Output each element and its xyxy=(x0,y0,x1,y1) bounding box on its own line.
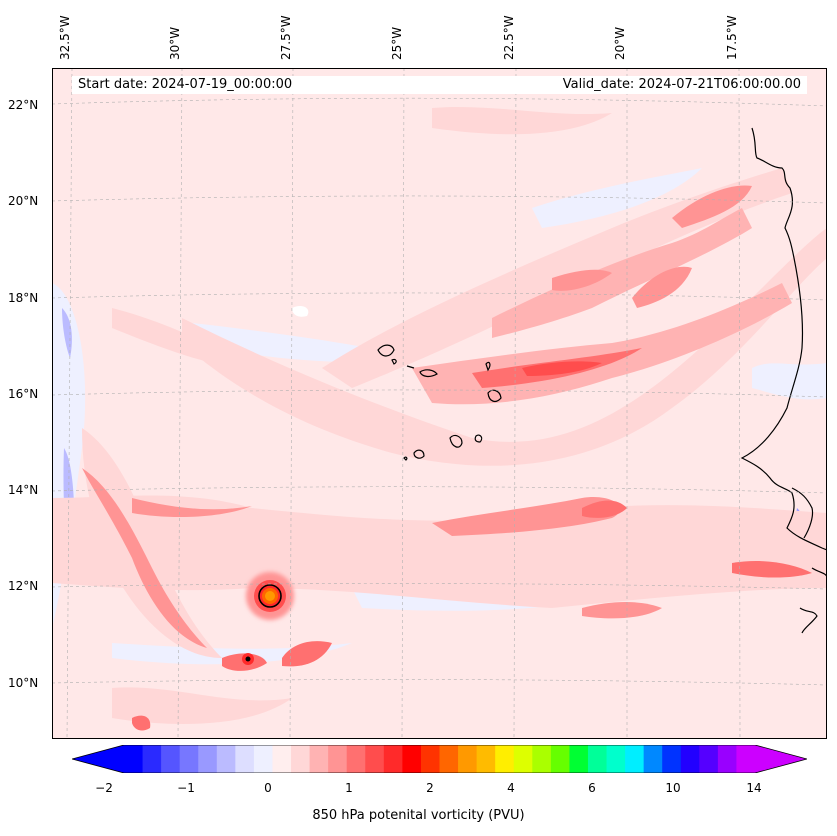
colorbar-segment xyxy=(420,745,440,773)
colorbar-segment xyxy=(346,745,366,773)
lat-label-18n: 18°N xyxy=(8,291,39,305)
pv-moderate-positive-bands xyxy=(82,185,812,731)
colorbar-extend-left xyxy=(72,745,124,773)
colorbar-segment xyxy=(625,745,645,773)
colorbar-segment xyxy=(587,745,608,773)
lon-label-20w: 20°W xyxy=(613,26,627,60)
colorbar-segment xyxy=(383,745,403,773)
coastline xyxy=(377,127,827,634)
colorbar-tick-minus1: −1 xyxy=(177,781,195,795)
lon-label-32-5w: 32.5°W xyxy=(58,15,72,60)
lat-label-16n: 16°N xyxy=(8,387,39,401)
colorbar-segment xyxy=(439,745,459,773)
colorbar-segment xyxy=(179,745,199,773)
colorbar-tick-minus2: −2 xyxy=(95,781,113,795)
map-panel[interactable] xyxy=(52,68,827,739)
colorbar-segment xyxy=(495,745,515,773)
colorbar-segment xyxy=(569,745,589,773)
lon-label-30w: 30°W xyxy=(168,26,182,60)
lat-label-10n: 10°N xyxy=(8,676,39,690)
colorbar-segment xyxy=(402,745,422,773)
colorbar-segment xyxy=(680,745,700,773)
colorbar-extend-right xyxy=(755,745,807,773)
lat-label-20n: 20°N xyxy=(8,194,39,208)
valid-date-text: Valid_date: 2024-07-21T06:00:00.00 xyxy=(562,77,801,92)
colorbar-tick-2: 2 xyxy=(426,781,434,795)
colorbar-segment xyxy=(161,745,181,773)
colorbar-segment xyxy=(662,745,682,773)
colorbar-segment xyxy=(532,745,552,773)
date-info-bar: Start date: 2024-07-19_00:00:00 Valid_da… xyxy=(72,76,807,94)
lat-label-22n: 22°N xyxy=(8,98,39,112)
colorbar-segment xyxy=(550,745,570,773)
colorbar-segment xyxy=(513,745,533,773)
pv-field-map xyxy=(52,68,827,739)
colorbar xyxy=(72,745,807,773)
colorbar-tick-1: 1 xyxy=(345,781,353,795)
lon-label-27-5w: 27.5°W xyxy=(279,15,293,60)
colorbar-tick-0: 0 xyxy=(264,781,272,795)
lon-label-25w: 25°W xyxy=(390,26,404,60)
colorbar-segment xyxy=(458,745,478,773)
colorbar-segment xyxy=(606,745,626,773)
colorbar-tick-10: 10 xyxy=(665,781,681,795)
colorbar-segment xyxy=(142,745,162,773)
colorbar-segment xyxy=(643,745,663,773)
colorbar-segment xyxy=(291,745,311,773)
lon-label-17-5w: 17.5°W xyxy=(725,15,739,60)
colorbar-segment xyxy=(717,745,737,773)
lat-label-14n: 14°N xyxy=(8,483,39,497)
map-border xyxy=(52,68,827,739)
lat-label-12n: 12°N xyxy=(8,579,39,593)
colorbar-segment xyxy=(736,745,756,773)
graticule xyxy=(52,68,827,739)
colorbar-segment xyxy=(365,745,385,773)
colorbar-segment xyxy=(309,745,329,773)
colorbar-tick-4: 4 xyxy=(507,781,515,795)
colorbar-segment xyxy=(699,745,719,773)
colorbar-segment xyxy=(253,745,273,773)
colorbar-segment xyxy=(476,745,496,773)
colorbar-segment xyxy=(272,745,292,773)
colorbar-tick-14: 14 xyxy=(746,781,762,795)
colorbar-tick-6: 6 xyxy=(588,781,596,795)
colorbar-segment xyxy=(235,745,255,773)
colorbar-segment xyxy=(124,745,144,773)
colorbar-segment xyxy=(198,745,218,773)
start-date-text: Start date: 2024-07-19_00:00:00 xyxy=(78,77,293,92)
lon-label-22-5w: 22.5°W xyxy=(502,15,516,60)
colorbar-label: 850 hPa potenital vorticity (PVU) xyxy=(312,808,525,823)
colorbar-segment xyxy=(328,745,348,773)
colorbar-segment xyxy=(216,745,236,773)
